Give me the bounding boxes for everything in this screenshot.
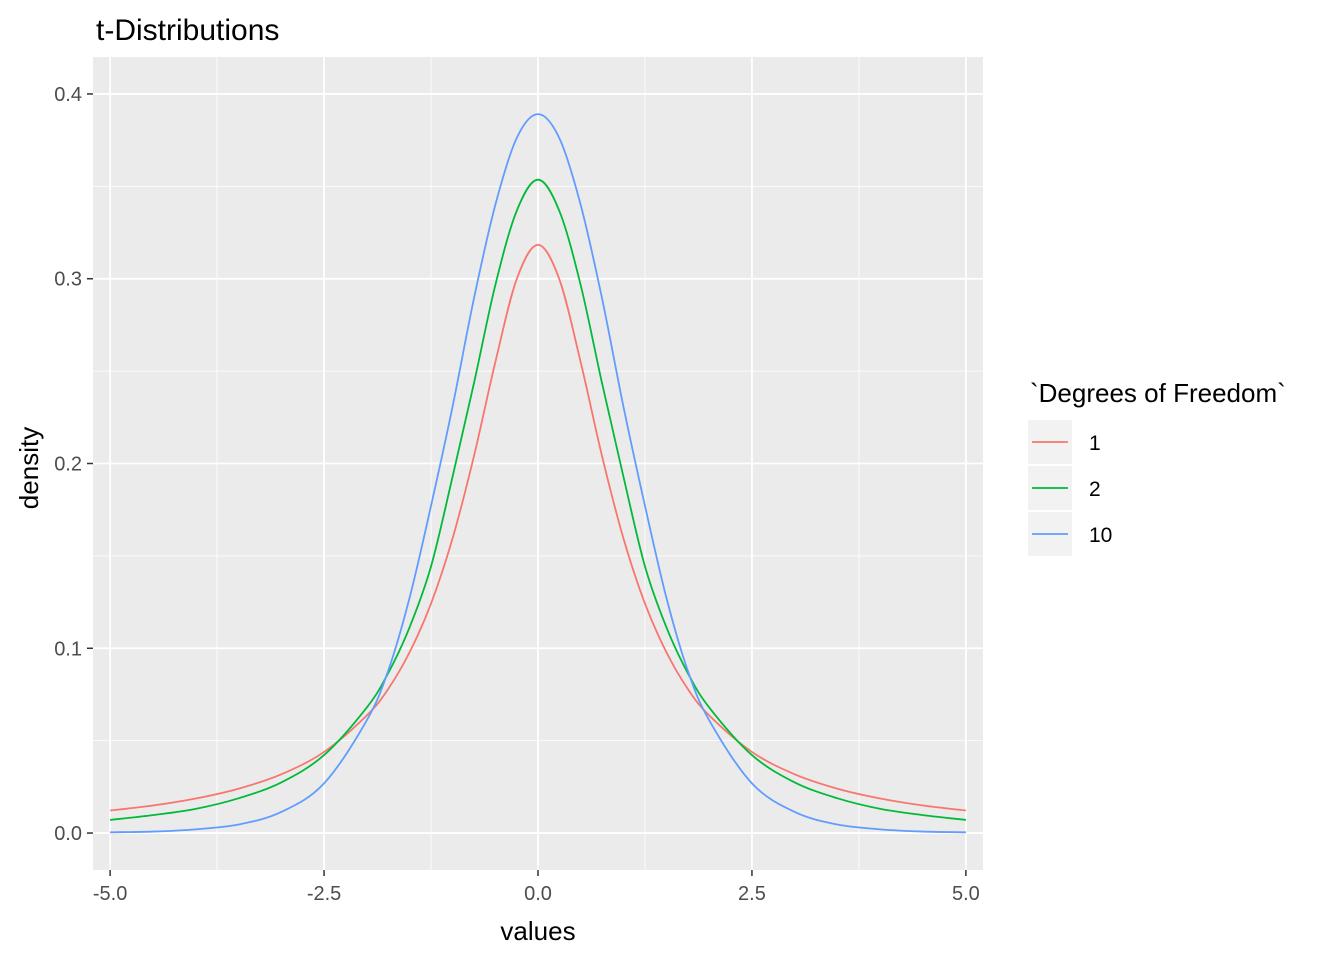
y-axis-ticks: 0.0 0.1 0.2 0.3 0.4: [54, 84, 93, 845]
x-tick-label: 5.0: [952, 883, 980, 905]
legend: `Degrees of Freedom` 1 2 10: [1028, 378, 1286, 556]
series-line-df-1: [110, 244, 966, 812]
legend-label-df-2: 2: [1089, 478, 1101, 501]
y-tick-label: 0.0: [54, 823, 82, 845]
y-tick-label: 0.4: [54, 84, 82, 106]
chart-title: t-Distributions: [96, 14, 279, 47]
series-line-df-2: [110, 178, 966, 821]
legend-items: 1 2 10: [1028, 420, 1112, 556]
y-tick-label: 0.3: [54, 269, 82, 291]
series-lines: [110, 113, 966, 834]
x-axis-title: values: [500, 916, 575, 946]
series-line-df-10: [110, 113, 966, 834]
x-axis-ticks: -5.0 -2.5 0.0 2.5 5.0: [93, 870, 980, 905]
legend-label-df-10: 10: [1089, 524, 1112, 547]
y-tick-label: 0.1: [54, 638, 82, 660]
x-tick-label: -2.5: [307, 883, 341, 905]
x-tick-label: -5.0: [93, 883, 127, 905]
legend-title: `Degrees of Freedom`: [1030, 378, 1286, 408]
y-tick-label: 0.2: [54, 454, 82, 476]
y-axis-title: density: [14, 427, 44, 509]
major-gridlines: [93, 57, 983, 870]
legend-label-df-1: 1: [1089, 432, 1101, 455]
x-tick-label: 2.5: [738, 883, 766, 905]
x-tick-label: 0.0: [524, 883, 552, 905]
